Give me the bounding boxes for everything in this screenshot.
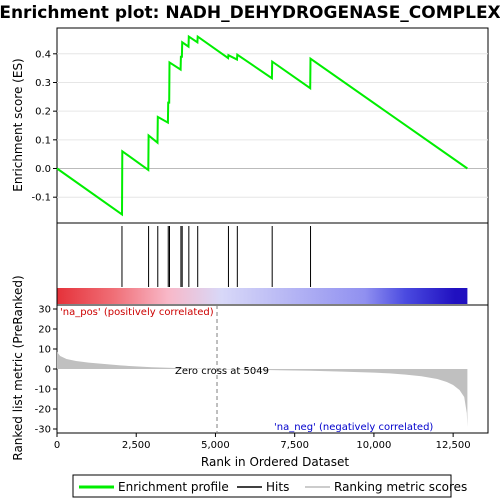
hit-lines [121,226,312,287]
rank-x-tick-label: 7,500 [280,440,309,451]
rank-x-tick-label: 10,000 [356,440,391,451]
rank-x-axis-label: Rank in Ordered Dataset [201,455,349,469]
chart-title: Enrichment plot: NADH_DEHYDROGENASE_COMP… [0,3,500,23]
es-y-tick-label: 0.1 [35,135,51,146]
rank-y-tick-label: -20 [35,405,51,416]
legend-metric-label: Ranking metric scores [334,480,467,494]
es-panel-frame [56,27,489,224]
rank-x-tick-label: 5,000 [201,440,230,451]
negative-correlation-label: 'na_neg' (negatively correlated) [274,422,433,433]
rank-colorbar [57,288,468,304]
es-y-axis-label: Enrichment score (ES) [11,58,25,191]
rank-x-ticks: 0 2,500 5,000 7,500 10,000 12,500 [54,433,471,451]
es-gridlines [57,53,488,198]
es-y-ticks: -0.1 0.0 0.1 0.2 0.3 0.4 [31,49,57,204]
es-y-tick-label: 0.2 [35,107,51,118]
zero-cross-label: Zero cross at 5049 [175,366,269,377]
positive-correlation-label: 'na_pos' (positively correlated) [60,307,214,318]
legend-hits-label: Hits [266,480,289,494]
rank-x-tick-label: 0 [54,440,60,451]
es-y-tick-label: 0.3 [35,78,51,89]
rank-y-ticks: -30 -20 -10 0 10 20 30 [35,305,57,436]
es-y-tick-label: 0.4 [35,49,51,60]
enrichment-profile-line [56,34,468,217]
legend-box [72,474,452,498]
rank-y-tick-label: 30 [38,305,51,316]
es-y-tick-label: 0.0 [35,164,51,175]
rank-y-tick-label: 10 [38,345,51,356]
ranking-metric-area [57,352,468,427]
es-y-tick-label: -0.1 [31,193,51,204]
rank-y-tick-label: -10 [35,385,51,396]
rank-y-tick-label: 20 [38,325,51,336]
rank-x-tick-label: 2,500 [122,440,151,451]
rank-y-tick-label: -30 [35,425,51,436]
colorbar-gradient [57,288,468,304]
rank-x-tick-label: 12,500 [436,440,471,451]
rank-y-tick-label: 0 [45,365,51,376]
legend-enrichment-label: Enrichment profile [118,480,229,494]
rank-y-axis-label: Ranked list metric (PreRanked) [11,275,25,460]
